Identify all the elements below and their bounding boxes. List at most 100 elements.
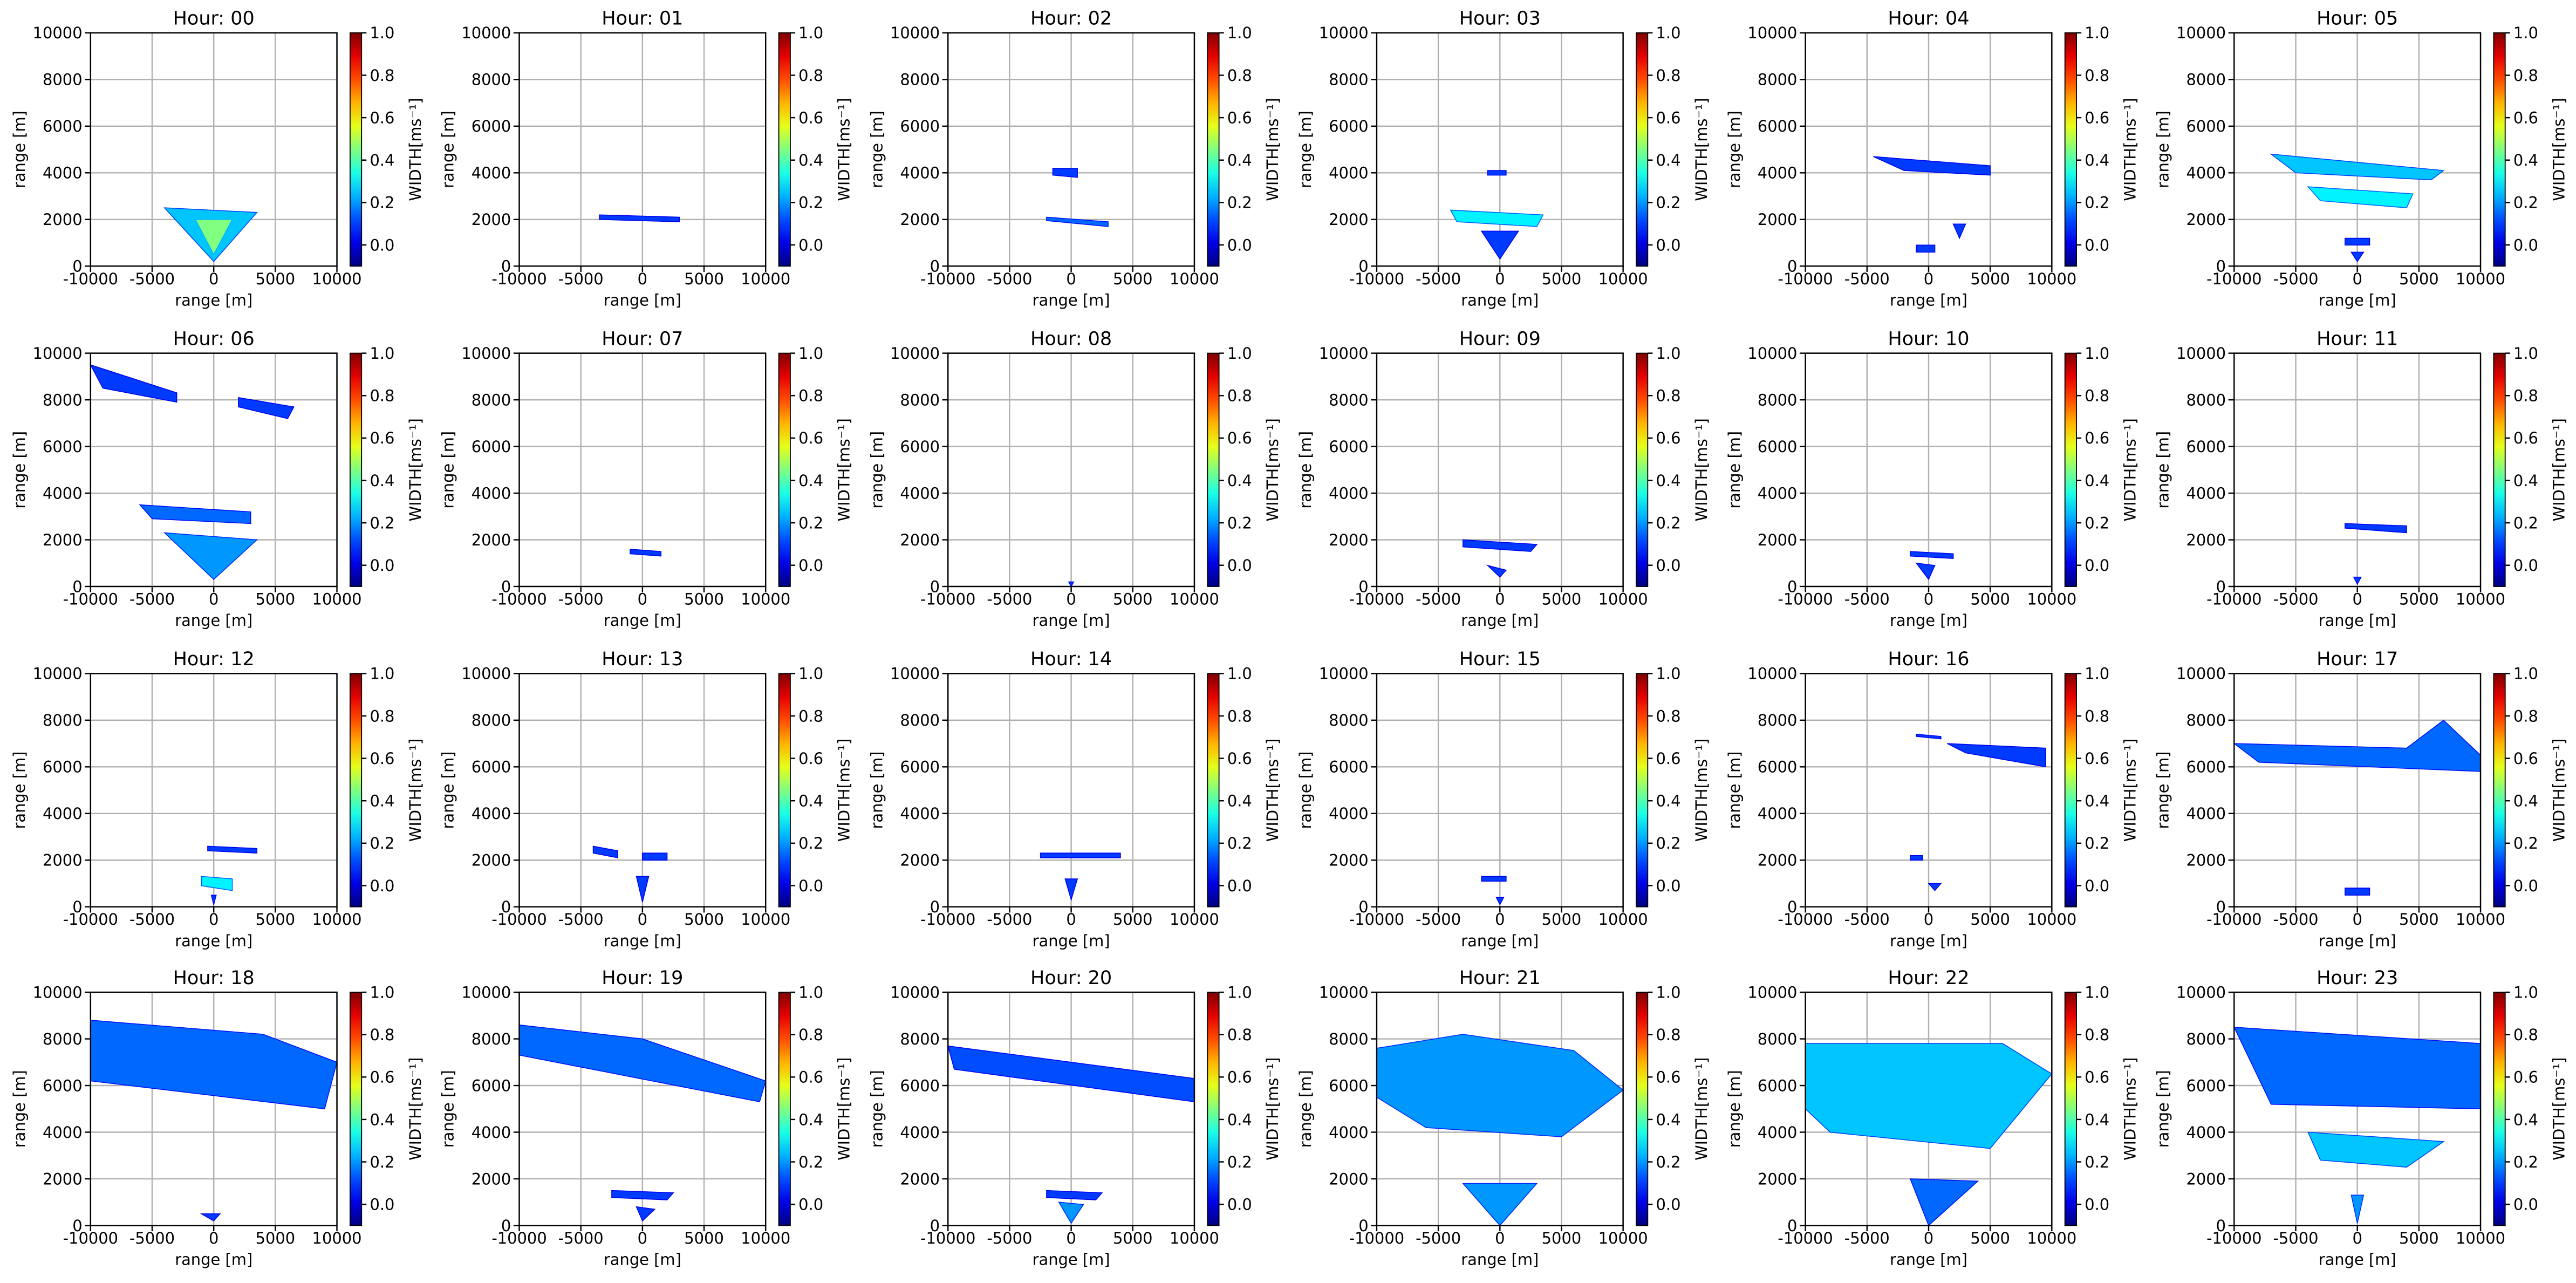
- x-tick-label: 5000: [1970, 1229, 2010, 1247]
- colorbar-tick-label: 0.8: [1227, 66, 1252, 85]
- colorbar-tick-label: 0.4: [2085, 1110, 2109, 1129]
- colorbar-label: WIDTH[ms⁻¹]: [1263, 418, 1282, 521]
- colorbar-tick-label: 0.4: [370, 151, 394, 169]
- colorbar-tick-label: 0.6: [370, 1068, 394, 1087]
- colorbar-label: WIDTH[ms⁻¹]: [2121, 739, 2140, 842]
- x-tick-label: 10000: [2027, 910, 2076, 929]
- echo-region: [2270, 153, 2445, 181]
- colorbar-label: WIDTH[ms⁻¹]: [406, 1057, 425, 1161]
- y-tick-label: 6000: [900, 758, 940, 776]
- x-tick-label: -10000: [920, 590, 975, 608]
- x-axis-label: range [m]: [2319, 611, 2396, 630]
- colorbar-tick-label: 0.6: [798, 108, 823, 127]
- y-tick-label: 0: [1358, 1217, 1368, 1235]
- colorbar: [1636, 32, 1649, 267]
- x-tick-label: 0: [1924, 1229, 1933, 1247]
- y-axis-label: range [m]: [1296, 752, 1315, 829]
- subplot-title: Hour: 00: [173, 8, 255, 30]
- colorbar-tick-label: 0.0: [370, 556, 394, 575]
- x-axis-label: range [m]: [1033, 1251, 1110, 1269]
- y-axis-label: range [m]: [2154, 752, 2172, 829]
- y-axis-label: range [m]: [439, 111, 457, 188]
- y-tick-label: 8000: [43, 711, 83, 729]
- y-axis-label: range [m]: [10, 111, 29, 188]
- colorbar-tick-label: 1.0: [370, 983, 394, 1001]
- colorbar-label: WIDTH[ms⁻¹]: [835, 98, 853, 201]
- subplot: -10000 -5000 0 5000 10000 0 2000 4000 6000 8000 10…: [1725, 328, 2140, 630]
- axes-frame: [90, 991, 338, 1226]
- colorbar-tick-label: 0.8: [1656, 707, 1681, 725]
- y-tick-label: 0: [1358, 577, 1368, 596]
- x-axis-label: range [m]: [1890, 291, 1967, 309]
- colorbar-tick-label: 0.4: [798, 792, 823, 810]
- x-tick-label: 0: [1924, 270, 1933, 288]
- axes-frame: [1805, 352, 2053, 588]
- colorbar-tick-label: 0.0: [1227, 556, 1252, 575]
- colorbar-label: WIDTH[ms⁻¹]: [1692, 418, 1711, 521]
- x-tick-label: -10000: [1349, 1229, 1404, 1247]
- x-tick-label: 10000: [1598, 590, 1648, 608]
- colorbar-label: WIDTH[ms⁻¹]: [2550, 1057, 2568, 1161]
- x-tick-label: -10000: [491, 910, 546, 929]
- y-tick-label: 2000: [1329, 1170, 1369, 1188]
- y-tick-label: 0: [1358, 898, 1368, 916]
- echo-region: [2307, 186, 2414, 208]
- x-tick-label: 10000: [312, 910, 362, 929]
- colorbar: [2064, 32, 2077, 267]
- echo-region: [1052, 168, 1078, 178]
- y-tick-label: 6000: [43, 438, 83, 456]
- echo-region: [2345, 237, 2370, 246]
- colorbar-tick-label: 0.4: [2513, 1110, 2538, 1129]
- subplot-title: Hour: 05: [2317, 8, 2398, 30]
- colorbar-tick-label: 0.8: [798, 707, 823, 725]
- colorbar: [349, 32, 363, 267]
- x-tick-label: 0: [1495, 910, 1505, 929]
- x-tick-label: 5000: [2399, 270, 2439, 288]
- y-tick-label: 10000: [1319, 344, 1369, 363]
- colorbar-tick-label: 0.0: [1227, 236, 1252, 254]
- axes-frame: [2233, 352, 2482, 588]
- axes-frame: [90, 673, 338, 907]
- x-axis-label: range [m]: [175, 291, 252, 309]
- y-tick-label: 4000: [900, 804, 940, 823]
- x-tick-label: -10000: [1349, 910, 1404, 929]
- y-tick-label: 8000: [1758, 71, 1798, 89]
- subplot-title: Hour: 21: [1459, 967, 1541, 989]
- x-tick-label: 10000: [1170, 1229, 1219, 1247]
- y-tick-label: 4000: [1329, 804, 1369, 823]
- x-tick-label: -5000: [1416, 1229, 1461, 1247]
- y-tick-label: 0: [930, 1217, 940, 1235]
- echo-region: [599, 214, 680, 222]
- y-tick-label: 2000: [2186, 1170, 2226, 1188]
- x-tick-label: -5000: [2273, 590, 2318, 608]
- echo-region: [1064, 878, 1078, 902]
- colorbar-label: WIDTH[ms⁻¹]: [835, 1057, 853, 1161]
- axes-frame: [947, 991, 1195, 1226]
- x-tick-label: -5000: [1416, 590, 1461, 608]
- y-tick-label: 4000: [1758, 484, 1798, 502]
- echo-region: [1450, 209, 1544, 227]
- echo-region: [1486, 564, 1507, 578]
- x-tick-label: -5000: [2273, 1229, 2318, 1247]
- colorbar-tick-label: 0.0: [1656, 236, 1681, 254]
- colorbar-tick-label: 0.0: [1656, 877, 1681, 895]
- x-tick-label: -10000: [63, 270, 118, 288]
- colorbar-tick-label: 0.2: [1656, 1153, 1681, 1171]
- echo-region: [238, 397, 295, 419]
- colorbar-tick-label: 1.0: [370, 665, 394, 683]
- x-tick-label: 5000: [1970, 590, 2010, 608]
- y-tick-label: 0: [1358, 257, 1368, 276]
- y-tick-label: 6000: [1758, 117, 1798, 135]
- y-tick-label: 6000: [43, 758, 83, 776]
- x-tick-label: 10000: [741, 590, 790, 608]
- colorbar-tick-label: 0.0: [370, 1195, 394, 1213]
- subplot: -10000 -5000 0 5000 10000 0 2000 4000 6000 8000 10…: [867, 8, 1282, 310]
- colorbar-tick-label: 0.2: [370, 514, 394, 532]
- x-tick-label: 10000: [2456, 270, 2505, 288]
- y-tick-label: 2000: [43, 1170, 83, 1188]
- x-axis-label: range [m]: [1890, 1251, 1967, 1269]
- x-tick-label: -5000: [2273, 270, 2318, 288]
- x-tick-label: 5000: [1970, 910, 2010, 929]
- x-tick-label: 10000: [312, 270, 362, 288]
- x-axis-label: range [m]: [1033, 611, 1110, 630]
